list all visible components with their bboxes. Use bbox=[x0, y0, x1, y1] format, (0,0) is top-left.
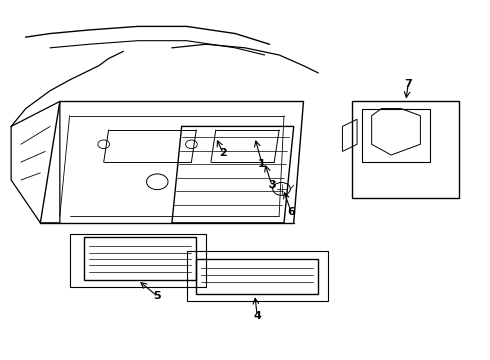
Text: 5: 5 bbox=[153, 291, 161, 301]
Text: 3: 3 bbox=[268, 180, 275, 190]
Text: 4: 4 bbox=[253, 311, 261, 321]
Text: 1: 1 bbox=[258, 159, 266, 169]
Text: 6: 6 bbox=[287, 207, 295, 217]
Text: 2: 2 bbox=[219, 148, 227, 158]
Text: 7: 7 bbox=[404, 78, 412, 89]
